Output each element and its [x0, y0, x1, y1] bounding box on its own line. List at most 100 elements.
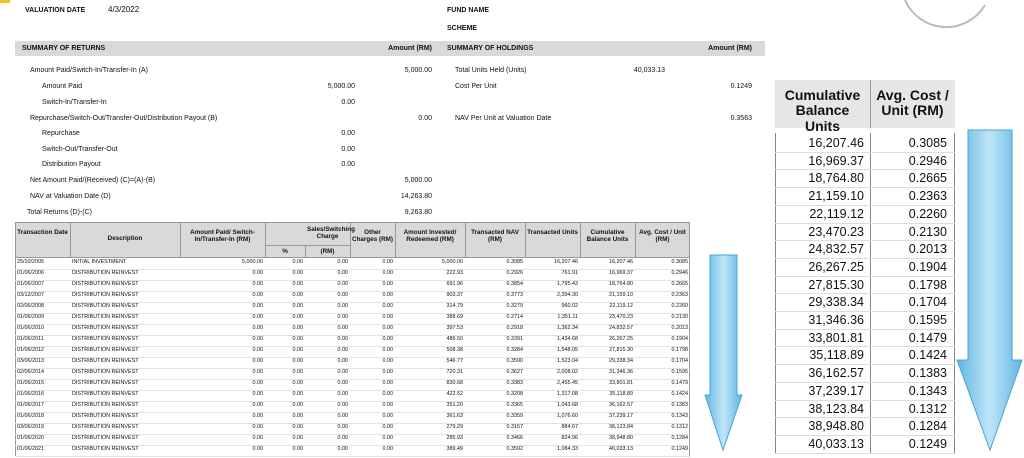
table-cell: 1,076.60	[557, 413, 578, 419]
table-cell: 31,346.36	[609, 369, 633, 375]
table-cell: 0.00	[292, 325, 304, 331]
table-column-header: Avg. Cost / Unit (RM)	[639, 229, 686, 243]
table-cell: DISTRIBUTION REINVEST	[72, 347, 139, 353]
table-cell: 5,000.00	[442, 259, 463, 265]
summary-amount: 9,263.80	[404, 209, 432, 216]
table-cell: 33,801.81	[609, 380, 633, 386]
summary-header-bar	[15, 41, 765, 56]
table-cell: 1,362.34	[557, 325, 578, 331]
table-cell: 1,317.08	[557, 391, 578, 397]
row-rule	[15, 335, 690, 336]
table-cell: 2,394.30	[557, 292, 578, 298]
table-cell: 0.2918	[506, 325, 524, 331]
summary-label: Amount Paid	[42, 83, 83, 90]
table-cell: 0.00	[382, 369, 394, 375]
table-cell: 0.00	[252, 358, 264, 364]
table-cell: 0.2363	[671, 292, 689, 298]
col-divider	[70, 222, 71, 258]
table-cell: 397.53	[446, 325, 464, 331]
row-rule	[15, 423, 690, 424]
award-badge	[904, 0, 986, 28]
holdings-label: Total Units Held (Units)	[455, 67, 527, 74]
zoom-cell: 0.1798	[908, 277, 947, 292]
table-cell: 0.00	[337, 424, 349, 430]
row-rule	[15, 313, 690, 314]
table-cell: DISTRIBUTION REINVEST	[72, 303, 139, 309]
summary-label: Net Amount Paid/(Received) (C)=(A)-(B)	[30, 177, 156, 184]
table-cell: 2,455.45	[557, 380, 578, 386]
table-cell: 0.00	[252, 281, 264, 287]
table-cell: 35,118.89	[609, 391, 633, 397]
row-rule	[15, 390, 690, 391]
zoom-row-rule	[775, 399, 955, 401]
col-divider	[580, 222, 581, 258]
table-cell: 01/06/2007	[17, 281, 44, 287]
table-cell: 0.00	[337, 314, 349, 320]
table-cell: 0.00	[252, 402, 264, 408]
table-cell: 0.00	[252, 413, 264, 419]
arrow-right	[956, 129, 1023, 452]
row-rule	[15, 324, 690, 325]
table-cell: 0.3157	[506, 424, 524, 430]
zoom-row-rule	[775, 222, 955, 224]
zoom-cell: 16,969.37	[808, 153, 864, 168]
summary-label: Amount Paid/Switch-In/Transfer-In (A)	[30, 67, 149, 74]
table-cell: 01/06/2011	[17, 336, 44, 342]
table-cell: DISTRIBUTION REINVEST	[72, 424, 139, 430]
zoom-row-rule	[775, 311, 955, 312]
table-cell: 0.00	[337, 391, 349, 397]
table-cell: DISTRIBUTION REINVEST	[72, 446, 139, 452]
table-cell: 0.1424	[671, 391, 689, 397]
zoom-cell: 0.2665	[908, 171, 947, 186]
summary-sub-amount: 0.00	[341, 99, 355, 106]
row-rule	[15, 445, 690, 446]
table-cell: DISTRIBUTION REINVEST	[72, 435, 139, 441]
table-cell: 0.00	[292, 303, 304, 309]
table-cell: 0.00	[252, 424, 264, 430]
table-cell: 1,351.11	[557, 314, 578, 320]
table-cell: 546.77	[446, 358, 464, 364]
table-cell: 0.3359	[506, 413, 524, 419]
table-cell: 0.00	[292, 281, 304, 287]
table-cell: 0.00	[292, 347, 304, 353]
table-cell: 01/06/2020	[17, 435, 44, 441]
table-cell: 0.3773	[506, 292, 524, 298]
zoom-column-header: Avg. Cost / Unit (RM)	[876, 87, 949, 119]
table-cell: 0.00	[382, 314, 394, 320]
table-cell: 22,119.12	[609, 303, 633, 309]
zoom-cell: 0.2260	[908, 206, 947, 221]
table-cell: 0.00	[292, 435, 304, 441]
table-cell: 0.00	[292, 446, 304, 452]
zoom-row-rule	[775, 204, 955, 206]
table-cell: DISTRIBUTION REINVEST	[72, 380, 139, 386]
row-rule	[15, 401, 690, 402]
table-cell: 0.00	[252, 314, 264, 320]
table-cell: 0.00	[382, 435, 394, 441]
table-cell: 0.3590	[506, 358, 524, 364]
zoom-cell: 0.1904	[908, 259, 947, 274]
table-cell: 361.63	[446, 413, 464, 419]
table-cell: 0.1904	[671, 336, 689, 342]
zoom-cell: 0.2363	[908, 189, 947, 204]
table-cell: 351.20	[446, 402, 464, 408]
col-divider	[180, 222, 181, 258]
table-cell: 26,267.25	[609, 336, 633, 342]
table-cell: 0.00	[252, 391, 264, 397]
table-cell: 0.00	[382, 259, 394, 265]
table-cell: 0.00	[252, 303, 264, 309]
table-cell: 0.00	[292, 314, 304, 320]
table-cell: 36,162.57	[609, 402, 633, 408]
table-cell: 0.00	[382, 446, 394, 452]
zoom-cell: 24,832.57	[808, 242, 864, 257]
table-cell: 0.00	[337, 281, 349, 287]
zoom-cell: 0.2130	[908, 224, 947, 239]
table-cell: 0.00	[337, 336, 349, 342]
table-cell: 0.1343	[671, 413, 689, 419]
table-cell: 903.37	[446, 292, 464, 298]
table-cell: DISTRIBUTION REINVEST	[72, 336, 139, 342]
table-cell: 0.1595	[671, 369, 689, 375]
table-cell: INITIAL INVESTMENT	[72, 259, 127, 265]
zoom-cell: 33,801.81	[808, 330, 864, 345]
table-cell: 0.00	[252, 336, 264, 342]
summary-returns-title: SUMMARY OF RETURNS	[22, 45, 106, 52]
